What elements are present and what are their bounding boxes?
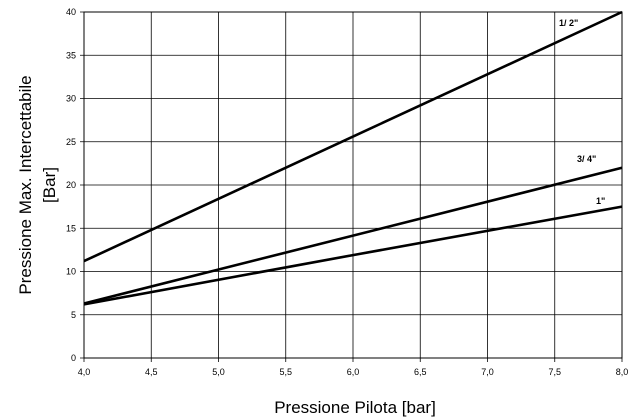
y-axis-label-line-1: Pressione Max. Intercettabile <box>16 75 35 294</box>
y-axis-label-line-2: [Bar] <box>40 167 59 203</box>
x-tick-label: 7,5 <box>548 367 561 377</box>
x-tick-label: 6,0 <box>347 367 360 377</box>
y-tick-label: 15 <box>66 223 76 233</box>
x-axis-label: Pressione Pilota [bar] <box>274 398 436 417</box>
plot-frame <box>83 11 623 359</box>
x-tick-label: 4,0 <box>78 367 91 377</box>
x-tick-label: 5,5 <box>279 367 292 377</box>
x-tick-label: 8,0 <box>616 367 629 377</box>
y-tick-label: 0 <box>71 353 76 363</box>
tick-labels: 4,0 4,5 5,0 5,5 6,0 6,5 7,0 7,5 8,0 0 5 10 15 20 25 30 3… <box>66 7 628 377</box>
x-tick-label: 7,0 <box>481 367 494 377</box>
y-tick-label: 5 <box>71 310 76 320</box>
y-tick-label: 30 <box>66 94 76 104</box>
series-label-one-inch: 1" <box>596 196 605 206</box>
series-line-one-inch <box>83 205 623 306</box>
series-line-three-quarter-inch <box>83 166 623 305</box>
x-tick-label: 6,5 <box>414 367 427 377</box>
y-tick-label: 20 <box>66 180 76 190</box>
series-label-half-inch: 1/ 2" <box>559 18 578 28</box>
y-tick-label: 25 <box>66 137 76 147</box>
y-tick-label: 35 <box>66 50 76 60</box>
y-tick-label: 40 <box>66 7 76 17</box>
series-line-half-inch <box>83 10 623 263</box>
series-lines <box>83 10 623 306</box>
series-label-three-quarter-inch: 3/ 4" <box>577 154 596 164</box>
y-tick-label: 10 <box>66 267 76 277</box>
x-tick-label: 4,5 <box>145 367 158 377</box>
x-tick-label: 5,0 <box>212 367 225 377</box>
